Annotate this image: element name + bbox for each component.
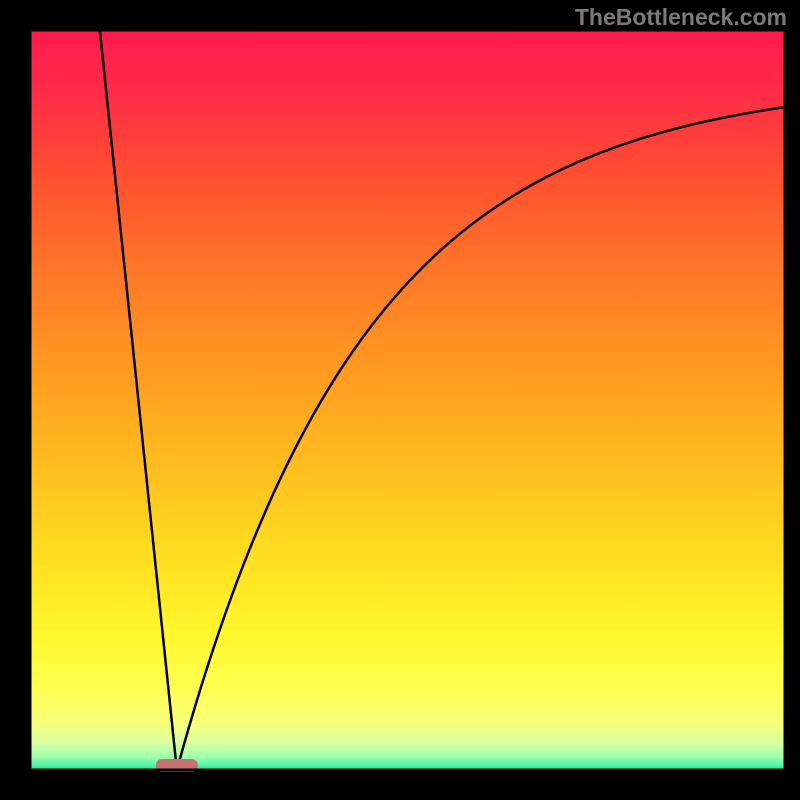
plot-area — [30, 30, 785, 770]
watermark: TheBottleneck.com — [575, 4, 787, 30]
chart-container: TheBottleneck.com — [0, 0, 800, 800]
bottleneck-chart: TheBottleneck.com — [0, 0, 800, 800]
